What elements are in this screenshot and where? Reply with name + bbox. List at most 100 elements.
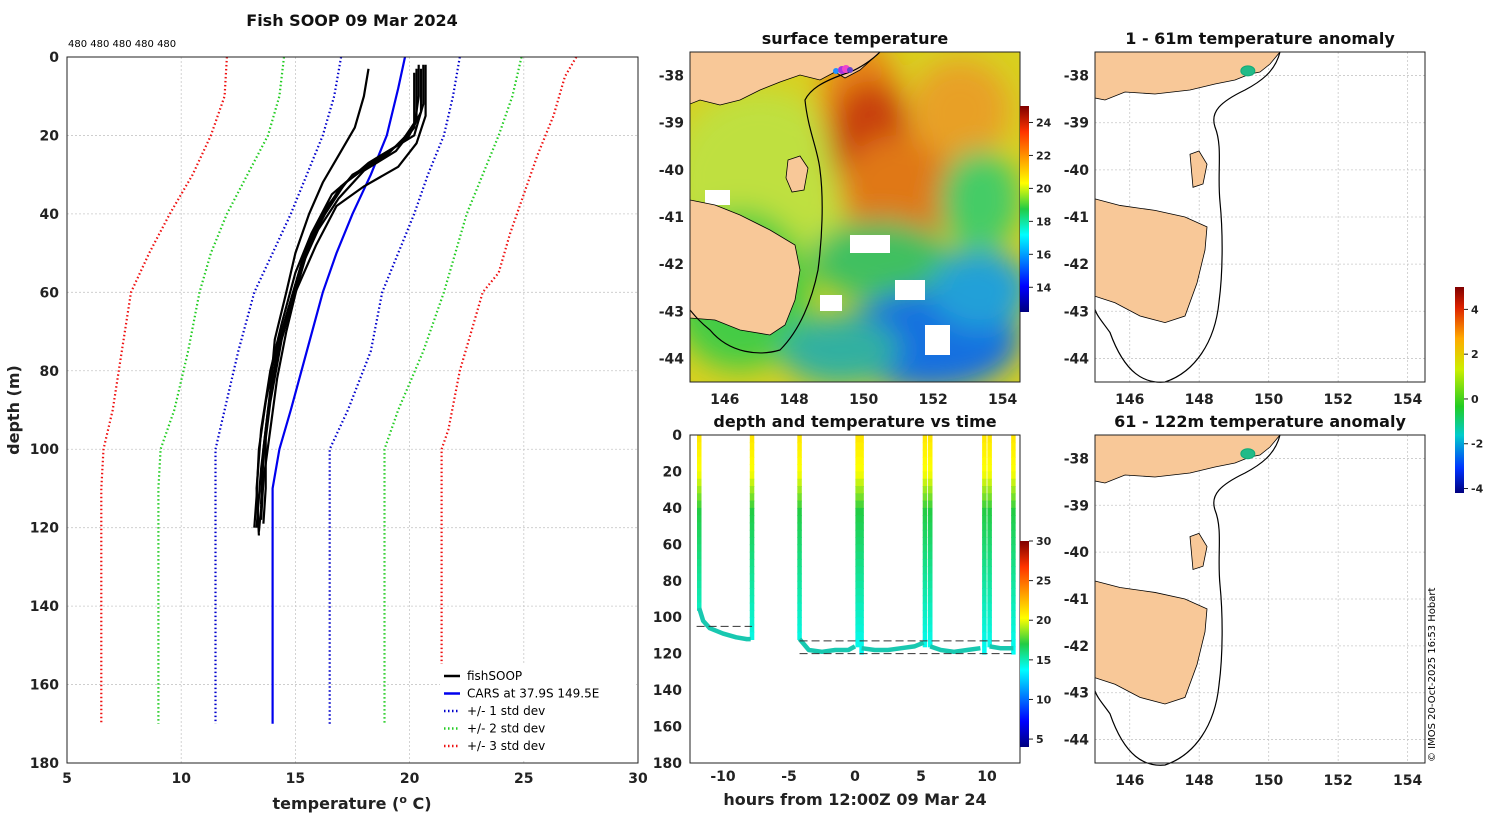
colorbar-tick-label: 16 — [1036, 248, 1052, 261]
map-island — [1189, 532, 1208, 571]
profile-line-fishsoop-7 — [253, 72, 416, 528]
profile-title: Fish SOOP 09 Mar 2024 — [246, 11, 457, 30]
profile-plot-area — [67, 57, 638, 763]
time-y-tick: 20 — [663, 464, 683, 480]
profile-panel: Fish SOOP 09 Mar 2024 480 480 480 480 48… — [4, 11, 648, 813]
time-colorbar-ticks: 5 10 15 20 25 30 — [1029, 535, 1052, 746]
colorbar-tick-label: 18 — [1036, 215, 1051, 228]
map-tasmania — [1094, 580, 1208, 705]
time-y-tick: 40 — [663, 501, 683, 517]
profile-legend: fishSOOP CARS at 37.9S 149.5E +/- 1 std de… — [440, 664, 636, 760]
lon-tick: 148 — [780, 392, 809, 408]
colorbar-tick-label: 2 — [1471, 348, 1479, 361]
colorbar-tick-label: 30 — [1036, 535, 1052, 548]
lat-tick: -40 — [1064, 545, 1090, 561]
time-y-tick: 0 — [672, 428, 682, 444]
time-y-tick: 80 — [663, 574, 683, 590]
profile-y-tick: 160 — [30, 678, 59, 694]
cast-bottom-track — [929, 644, 981, 655]
sst-ticks: 146 148 150 152 154 -38 -39 -40 -41 -42 -43 -44 — [659, 69, 1018, 408]
profile-y-tick: 80 — [40, 364, 60, 380]
time-y-tick: 140 — [653, 683, 682, 699]
lon-tick: 154 — [1393, 392, 1422, 408]
sst-colorbar — [1020, 106, 1029, 312]
cast-bottom-track — [797, 637, 857, 655]
sst-panel: surface temperature — [659, 29, 1052, 408]
profile-line--2-std — [383, 57, 523, 724]
legend-label: CARS at 37.9S 149.5E — [467, 687, 599, 701]
anomaly-colorbar — [1455, 287, 1464, 493]
profile-y-tick: 100 — [30, 442, 59, 458]
sst-tasmania — [690, 199, 801, 336]
lon-tick: 148 — [1185, 773, 1214, 789]
lat-tick: -39 — [659, 116, 684, 132]
profile-top-annotation: 480 480 480 480 480 — [68, 39, 176, 50]
lat-tick: -39 — [1064, 116, 1089, 132]
lon-tick: 148 — [1185, 392, 1214, 408]
map-tasmania — [1094, 198, 1208, 324]
anomaly-marker — [1240, 448, 1256, 460]
time-series — [696, 435, 1016, 655]
profile-x-tick: 25 — [514, 771, 533, 787]
anomaly-deep-map — [1094, 434, 1425, 766]
legend-label: +/- 2 std dev — [467, 722, 545, 736]
lon-tick: 154 — [1393, 773, 1422, 789]
lon-tick: 154 — [988, 392, 1017, 408]
profile-y-tick: 140 — [30, 599, 59, 615]
anomaly-shallow-map — [1094, 51, 1425, 383]
lat-tick: -42 — [1064, 257, 1089, 273]
colorbar-tick-label: 20 — [1036, 182, 1052, 195]
profile-x-tick: 15 — [286, 771, 305, 787]
lat-tick: -40 — [1064, 163, 1090, 179]
lat-tick: -41 — [1064, 592, 1089, 608]
map-mainland — [1094, 51, 1281, 101]
cast-bottom-track — [861, 640, 925, 653]
sst-cast-markers — [833, 65, 853, 74]
time-x-tick: 10 — [977, 769, 997, 785]
profile-line-fishsoop-6 — [262, 68, 418, 524]
profile-x-tick: 30 — [628, 771, 648, 787]
profile-x-tick: 20 — [400, 771, 420, 787]
anomaly-deep-panel: 61 - 122m temperature anomaly 146 148 150 1… — [1064, 287, 1484, 789]
lon-tick: 150 — [849, 392, 878, 408]
lat-tick: -42 — [1064, 639, 1089, 655]
lat-tick: -41 — [659, 210, 684, 226]
lon-tick: 146 — [710, 392, 739, 408]
lat-tick: -43 — [1064, 304, 1089, 320]
colorbar-tick-label: 15 — [1036, 654, 1051, 667]
colorbar-tick-label: 5 — [1036, 733, 1044, 746]
lon-tick: 146 — [1115, 392, 1144, 408]
lat-tick: -44 — [1064, 733, 1090, 749]
cast-bottom-track — [989, 644, 1014, 651]
colorbar-tick-label: 22 — [1036, 149, 1051, 162]
sst-map — [690, 52, 1020, 382]
profile-y-tick: 60 — [40, 285, 60, 301]
colorbar-tick-label: 25 — [1036, 575, 1051, 588]
legend-box — [440, 664, 636, 760]
lat-tick: -44 — [1064, 351, 1090, 367]
profile-frame — [66, 56, 639, 764]
lon-tick: 152 — [1324, 392, 1353, 408]
sst-cloud-gaps — [705, 190, 950, 355]
map-isobath — [1094, 51, 1281, 383]
lat-tick: -43 — [659, 304, 684, 320]
colorbar-tick-label: 0 — [1471, 393, 1479, 406]
legend-label: +/- 3 std dev — [467, 739, 545, 753]
cast-bottom-track — [697, 607, 751, 642]
lon-tick: 152 — [919, 392, 948, 408]
colorbar-tick-label: 20 — [1036, 614, 1052, 627]
profile-line--2-std — [157, 57, 286, 724]
time-x-tick: -5 — [781, 769, 797, 785]
profile-series — [100, 57, 578, 724]
anomaly-deep-frame — [1094, 434, 1426, 764]
colorbar-tick-label: 14 — [1036, 281, 1052, 294]
map-mainland — [1094, 434, 1281, 484]
time-x-tick: 5 — [916, 769, 926, 785]
colorbar-tick-label: -4 — [1471, 483, 1484, 496]
profile-xlabel: temperature (o C) — [272, 793, 431, 813]
lat-tick: -38 — [1064, 69, 1089, 85]
legend-label: +/- 1 std dev — [467, 704, 545, 718]
lon-tick: 150 — [1254, 773, 1283, 789]
